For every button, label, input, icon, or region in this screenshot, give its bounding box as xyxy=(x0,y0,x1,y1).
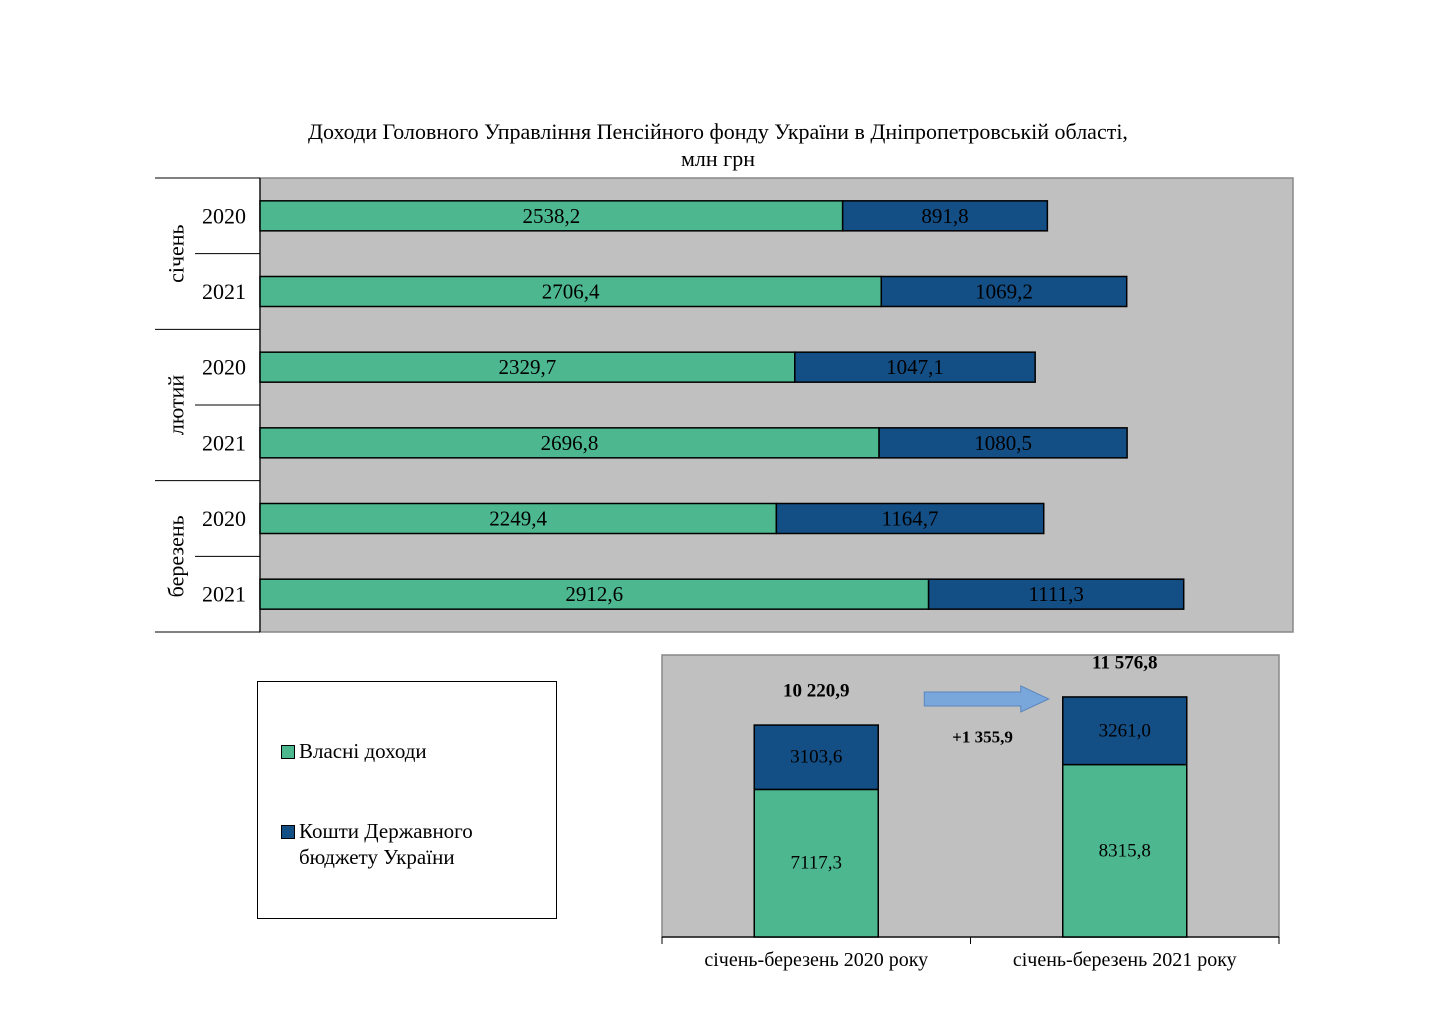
bar-own xyxy=(259,427,880,459)
legend-label-state: Кошти Державного бюджету України xyxy=(299,819,473,869)
data-label: 891,8 xyxy=(921,204,968,228)
bar-state xyxy=(794,351,1036,383)
total-label: 10 220,9 xyxy=(783,681,850,702)
increase-arrow xyxy=(923,685,1050,713)
bar-state xyxy=(775,502,1045,535)
chart-title-line2: млн грн xyxy=(681,146,755,171)
category-label: 2020 xyxy=(202,506,246,531)
category-label: 2021 xyxy=(202,430,246,455)
column-state xyxy=(753,724,879,791)
group-label: березень xyxy=(164,515,189,597)
legend-item-own: Власні доходи xyxy=(281,738,529,764)
category-label: 2020 xyxy=(202,355,246,380)
group-label: січень xyxy=(164,224,189,283)
category-label: 2021 xyxy=(202,582,246,607)
data-label: 2706,4 xyxy=(542,280,600,304)
data-label: 1069,2 xyxy=(975,280,1033,304)
column-own xyxy=(753,788,879,938)
data-label: 3261,0 xyxy=(1099,720,1151,741)
data-label: 1164,7 xyxy=(882,507,939,531)
chart-title-line1: Доходи Головного Управління Пенсійного ф… xyxy=(308,119,1128,144)
data-label: 1111,3 xyxy=(1028,582,1083,606)
column-own xyxy=(1062,763,1188,938)
data-label: 1047,1 xyxy=(886,355,944,379)
legend-item-state: Кошти Державного бюджету України xyxy=(281,818,529,870)
legend-swatch-state xyxy=(281,825,295,839)
x-tick-label: січень-березень 2020 року xyxy=(704,949,928,971)
data-label: 2538,2 xyxy=(522,204,580,228)
data-label: 2249,4 xyxy=(489,507,547,531)
bar-own xyxy=(259,578,930,610)
bar-state xyxy=(841,200,1049,232)
plot-area xyxy=(259,177,1294,633)
data-label: 2329,7 xyxy=(499,355,557,379)
difference-label: +1 355,9 xyxy=(952,727,1013,746)
data-label: 7117,3 xyxy=(790,853,842,874)
data-label: 2912,6 xyxy=(565,582,623,606)
bar-state xyxy=(927,578,1185,610)
total-label: 11 576,8 xyxy=(1092,652,1157,673)
column-state xyxy=(1062,696,1188,766)
legend: Власні доходи Кошти Державного бюджету У… xyxy=(257,681,557,919)
legend-label-own: Власні доходи xyxy=(299,739,427,763)
legend-swatch-own xyxy=(281,745,295,759)
bar-state xyxy=(880,275,1128,308)
bar-state xyxy=(878,427,1128,459)
category-label: 2021 xyxy=(202,279,246,304)
category-label: 2020 xyxy=(202,203,246,228)
chart-title: Доходи Головного Управління Пенсійного ф… xyxy=(200,118,1236,172)
group-label: лютий xyxy=(164,375,189,436)
data-label: 8315,8 xyxy=(1099,840,1151,861)
data-label: 3103,6 xyxy=(790,747,842,768)
data-label: 1080,5 xyxy=(974,431,1032,455)
x-tick-label: січень-березень 2021 року xyxy=(1013,949,1237,971)
data-label: 2696,8 xyxy=(541,431,599,455)
